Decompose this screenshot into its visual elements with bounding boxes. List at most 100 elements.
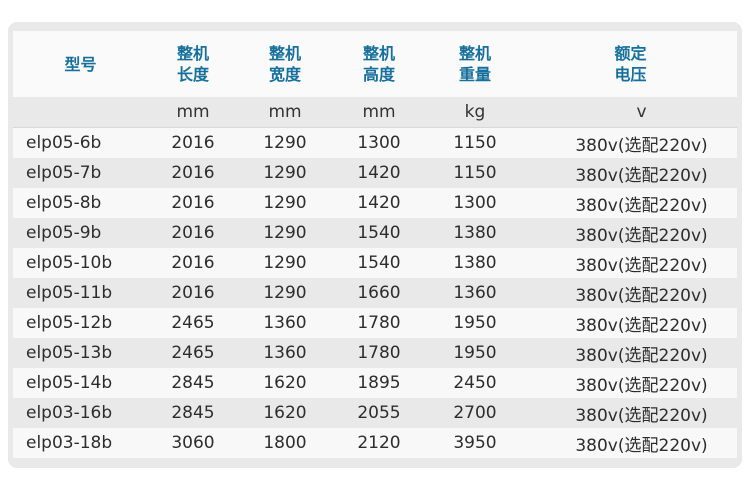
model-cell: elp05-9b [26,223,102,243]
value-cell: 1290 [238,248,332,278]
value-cell: 3950 [426,428,524,458]
unit-cell: mm [332,97,426,128]
value-cell: 1360 [453,283,497,303]
voltage-cell: 380v(选配220v) [524,368,737,398]
value-cell: 1780 [357,343,401,363]
value-cell: 2465 [171,343,215,363]
table-row: elp05-9b 2016 1290 1540 1380 380v(选配220v) [13,218,737,248]
value-cell: 2016 [171,223,215,243]
value-cell: 2016 [148,188,238,218]
value-cell: 2016 [171,163,215,183]
column-header-width: 整机 宽度 [238,31,332,97]
spec-table: 型号 整机 长度 整机 宽度 整机 高度 [13,31,737,458]
value-cell: 1360 [263,343,307,363]
model-cell: elp05-6b [13,127,148,158]
value-cell: 1620 [238,368,332,398]
value-cell: 1290 [263,283,307,303]
unit-cell: v [524,97,737,128]
column-header-height: 整机 高度 [332,31,426,97]
voltage-cell: 380v(选配220v) [575,405,708,426]
table-row: elp05-10b 2016 1290 1540 1380 380v(选配220v) [13,248,737,278]
value-cell: 2120 [332,428,426,458]
table-row: elp05-14b 2845 1620 1895 2450 380v(选配220v) [13,368,737,398]
value-cell: 1290 [263,163,307,183]
column-header-label: 重量 [458,65,491,84]
voltage-cell: 380v(选配220v) [575,345,708,366]
value-cell: 1290 [238,127,332,158]
value-cell: 1620 [263,403,307,423]
table-row: elp05-8b 2016 1290 1420 1300 380v(选配220v) [13,188,737,218]
table-row: elp03-16b 2845 1620 2055 2700 380v(选配220v) [13,398,737,428]
value-cell: 1360 [238,308,332,338]
value-cell: 1420 [357,163,401,183]
table-row: elp05-6b 2016 1290 1300 1150 380v(选配220v) [13,127,737,158]
model-cell: elp05-7b [26,163,102,183]
table-row: elp05-12b 2465 1360 1780 1950 380v(选配220v) [13,308,737,338]
value-cell: 2016 [171,283,215,303]
table-row: elp05-11b 2016 1290 1660 1360 380v(选配220v) [13,278,737,308]
unit-cell: mm [148,97,238,128]
column-header-label: 整机 [362,44,395,63]
value-cell: 1800 [238,428,332,458]
voltage-cell: 380v(选配220v) [524,248,737,278]
units-row: mm mm mm kg v [13,97,737,128]
voltage-cell: 380v(选配220v) [524,428,737,458]
column-header-label: 型号 [64,54,97,74]
value-cell: 1780 [332,308,426,338]
model-cell: elp05-13b [26,343,113,363]
model-cell: elp05-14b [13,368,148,398]
column-header-label: 整机 [458,44,491,63]
column-header-label: 整机 [268,44,301,63]
value-cell: 1300 [332,127,426,158]
model-cell: elp03-18b [13,428,148,458]
model-cell: elp05-11b [26,283,113,303]
model-cell: elp05-8b [13,188,148,218]
table-row: elp03-18b 3060 1800 2120 3950 380v(选配220v) [13,428,737,458]
voltage-cell: 380v(选配220v) [524,188,737,218]
table-row: elp05-13b 2465 1360 1780 1950 380v(选配220v) [13,338,737,368]
value-cell: 3060 [148,428,238,458]
value-cell: 2016 [148,248,238,278]
model-cell: elp05-10b [13,248,148,278]
value-cell: 2845 [171,403,215,423]
column-header-label: 长度 [176,65,209,84]
value-cell: 1290 [263,223,307,243]
value-cell: 1290 [238,188,332,218]
value-cell: 2465 [148,308,238,338]
voltage-cell: 380v(选配220v) [524,308,737,338]
column-header-voltage: 额定 电压 [524,31,737,97]
value-cell: 2450 [426,368,524,398]
column-header-label: 宽度 [268,65,301,84]
voltage-cell: 380v(选配220v) [524,127,737,158]
value-cell: 1950 [453,343,497,363]
value-cell: 1300 [426,188,524,218]
column-header-label: 整机 [176,44,209,63]
column-header-length: 整机 长度 [148,31,238,97]
voltage-cell: 380v(选配220v) [575,225,708,246]
model-cell: elp03-16b [26,403,113,423]
unit-cell: kg [426,97,524,128]
value-cell: 2700 [453,403,497,423]
value-cell: 1380 [426,248,524,278]
value-cell: 1660 [357,283,401,303]
column-header-model: 型号 [13,31,148,97]
unit-cell [13,97,148,128]
model-cell: elp05-12b [13,308,148,338]
column-header-label: 电压 [614,65,647,84]
value-cell: 2055 [357,403,401,423]
table-body: elp05-6b 2016 1290 1300 1150 380v(选配220v) elp0… [13,127,737,458]
value-cell: 2016 [148,127,238,158]
unit-cell: mm [238,97,332,128]
value-cell: 1540 [357,223,401,243]
table-row: elp05-7b 2016 1290 1420 1150 380v(选配220v) [13,158,737,188]
voltage-cell: 380v(选配220v) [575,165,708,186]
value-cell: 2845 [148,368,238,398]
value-cell: 1380 [453,223,497,243]
voltage-cell: 380v(选配220v) [575,285,708,306]
column-header-weight: 整机 重量 [426,31,524,97]
value-cell: 1150 [426,127,524,158]
spec-card: 型号 整机 长度 整机 宽度 整机 高度 [8,22,742,468]
table-header-row: 型号 整机 长度 整机 宽度 整机 高度 [13,31,737,97]
value-cell: 1420 [332,188,426,218]
